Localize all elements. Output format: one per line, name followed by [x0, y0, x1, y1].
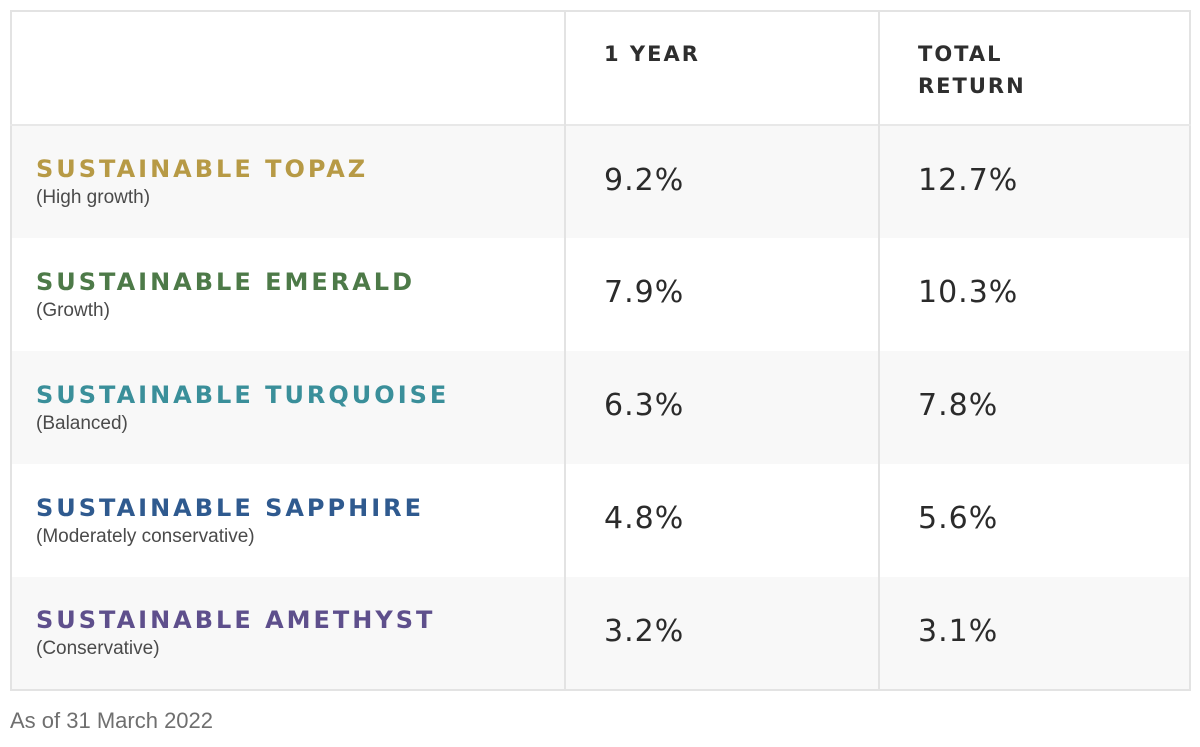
- fund-cell: SUSTAINABLE SAPPHIRE (Moderately conserv…: [11, 464, 566, 577]
- one-year-value: 9.2%: [565, 125, 880, 238]
- fund-cell: SUSTAINABLE TURQUOISE (Balanced): [11, 351, 566, 464]
- total-return-value: 3.1%: [918, 613, 999, 649]
- performance-table: 1 YEAR TOTAL RETURN SUSTAINABLE TOPAZ (H…: [10, 10, 1191, 691]
- header-one-year: 1 YEAR: [565, 11, 880, 125]
- fund-name: SUSTAINABLE TOPAZ: [36, 155, 369, 183]
- total-return-value: 10.3%: [918, 275, 1019, 310]
- table-row: SUSTAINABLE TURQUOISE (Balanced) 6.3% 7.…: [11, 351, 1190, 464]
- fund-risk-profile: (High growth): [36, 187, 151, 208]
- table-row: SUSTAINABLE AMETHYST (Conservative) 3.2%…: [11, 577, 1190, 690]
- fund-risk-profile: (Growth): [36, 299, 110, 321]
- total-return-value: 12.7%: [918, 162, 1019, 198]
- one-year-value: 4.8%: [565, 464, 880, 577]
- total-return-value: 7.8%: [918, 388, 999, 423]
- fund-name: SUSTAINABLE EMERALD: [36, 267, 416, 296]
- header-total-return: TOTAL RETURN: [879, 11, 1190, 125]
- total-return-value: 5.6%: [918, 501, 999, 536]
- fund-risk-profile: (Conservative): [36, 638, 160, 659]
- one-year-value: 7.9%: [565, 238, 880, 351]
- fund-name: SUSTAINABLE SAPPHIRE: [36, 493, 424, 522]
- fund-cell: SUSTAINABLE EMERALD (Growth): [11, 238, 566, 351]
- fund-name: SUSTAINABLE TURQUOISE: [36, 380, 450, 409]
- header-total-return-line2: RETURN: [918, 74, 1026, 98]
- fund-cell: SUSTAINABLE AMETHYST (Conservative): [11, 577, 566, 690]
- one-year-value: 3.2%: [565, 577, 880, 690]
- table-row: SUSTAINABLE EMERALD (Growth) 7.9% 10.3%: [11, 238, 1190, 351]
- one-year-value: 6.3%: [565, 351, 880, 464]
- fund-risk-profile: (Balanced): [36, 412, 128, 434]
- as-of-date-note: As of 31 March 2022: [10, 708, 214, 733]
- fund-risk-profile: (Moderately conservative): [36, 525, 255, 547]
- table-header-row: 1 YEAR TOTAL RETURN: [11, 11, 1190, 125]
- table-row: SUSTAINABLE SAPPHIRE (Moderately conserv…: [11, 464, 1190, 577]
- header-total-return-line1: TOTAL: [918, 42, 1003, 66]
- header-fund-name: [11, 11, 566, 125]
- table-row: SUSTAINABLE TOPAZ (High growth) 9.2% 12.…: [11, 125, 1190, 238]
- fund-cell: SUSTAINABLE TOPAZ (High growth): [11, 125, 566, 238]
- fund-name: SUSTAINABLE AMETHYST: [36, 606, 436, 634]
